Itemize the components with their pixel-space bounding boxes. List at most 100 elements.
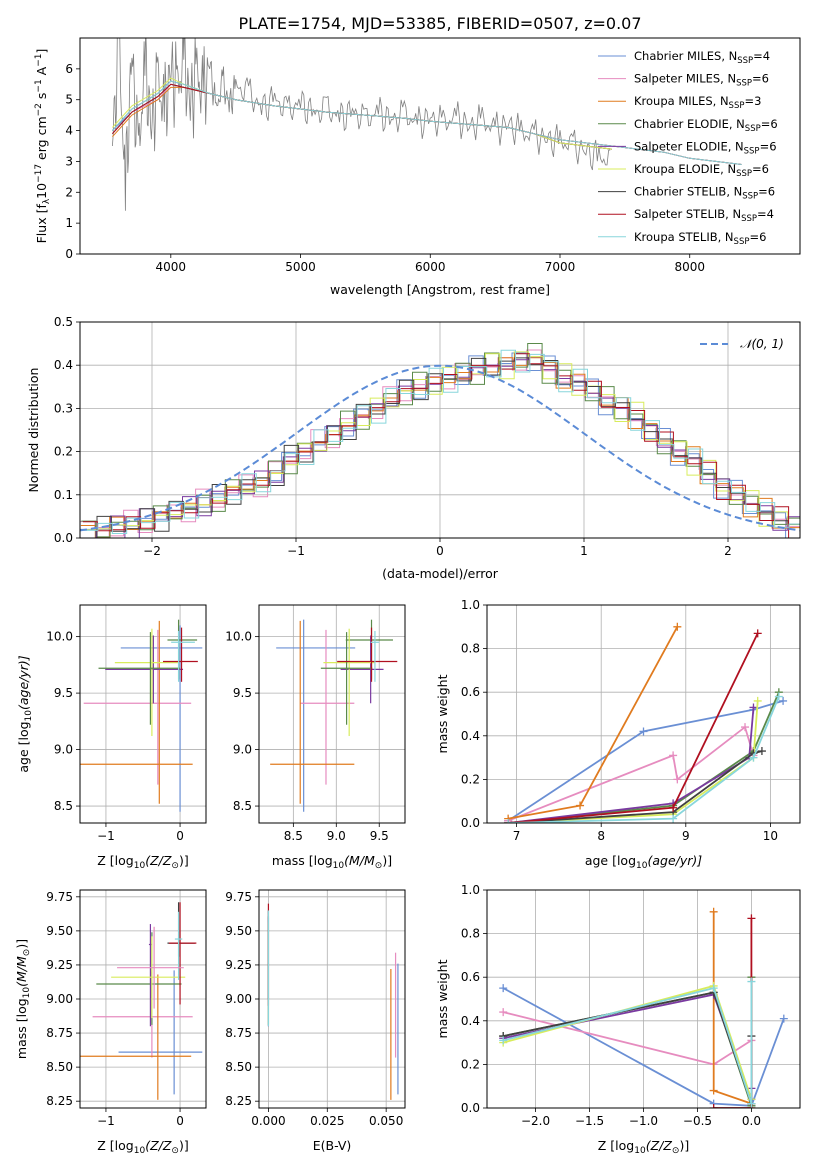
y-tick-label: 9.5 [233,686,252,700]
legend-sub: SSP [745,124,761,134]
x-label-tail: (Z/Z [646,1138,673,1153]
x-label-part: Z [log [97,1138,133,1153]
gaussian-curve [80,364,800,532]
x-label-sub: 10 [636,861,648,871]
errorbar-point [320,632,373,725]
legend-suffix: =6 [761,117,778,131]
x-tick-label: −1 [287,544,305,558]
x-tick-label: 10 [763,829,778,843]
legend-name: Kroupa STELIB, N [634,230,734,244]
y-tick-label: 8.5 [233,799,252,813]
errorbar-point [80,974,192,1100]
weight-marker [669,751,678,760]
legend-entry: Salpeter ELODIE, NSSP=6 [634,139,777,156]
legend-name: Salpeter ELODIE, N [634,139,744,153]
errorbar-point [174,911,183,980]
x-tick-label: −1.0 [629,1114,658,1128]
weight-marker [499,984,508,993]
y-tick-label: 8.25 [46,1094,73,1108]
spectrum-axes: 4000 5000 6000 7000 8000 0 1 2 3 4 5 6 [65,62,705,274]
y-tick-label: 0.5 [54,315,73,329]
age-vs-mass-errorbars [270,619,398,812]
y-tick-label: 4 [65,124,73,138]
age-vs-z-x-axis-label: Z [log10(Z/Z⊙)] [97,853,188,871]
residual-histogram [80,352,800,538]
y-tick-label: 0.0 [461,1101,480,1115]
errorbar-point [300,629,355,785]
weight-line [507,626,679,820]
y-tick-label: 9.75 [46,890,73,904]
errorbar-point [345,619,393,680]
legend-sub: SSP [736,169,752,179]
weight-marker [669,803,678,812]
y-tick-label: 8.75 [46,1026,73,1040]
y-tick-label: 0.1 [54,488,73,502]
y-tick-label: 1 [65,216,73,230]
weight-marker [779,696,788,705]
legend-sub: SSP [741,214,757,224]
y-tick-label: 8.25 [225,1094,252,1108]
x-label-part: mass [log [272,853,333,868]
mass-vs-ebv-axes: 0.000 0.025 0.050 8.25 8.50 8.75 9.00 9.25 9.50 9… [225,890,405,1128]
errorbar-point [171,630,195,682]
legend-suffix: =6 [752,72,769,86]
x-tick-label: 0 [436,544,444,558]
weight-marker [757,747,766,756]
y-tick-label: 0.2 [54,445,73,459]
legend-entry: Chabrier STELIB, NSSP=6 [634,185,775,202]
errorbar-point [105,635,184,704]
legend-name: Chabrier STELIB, N [634,185,742,199]
y-tick-label: 10.0 [46,630,73,644]
y-label-part: Flux [f [34,204,49,244]
weight-marker [709,1104,718,1108]
y-tick-label: 1.0 [461,883,480,897]
observed-spectrum-line [112,38,611,211]
mass-vs-ebv-frame [258,889,406,1109]
x-tick-label: −1 [97,1114,115,1128]
y-tick-label: 9.00 [46,992,73,1006]
legend-entry: Chabrier ELODIE, NSSP=6 [634,117,778,134]
spectrum-x-axis-label-part: wavelength [Angstrom, rest frame] [330,282,550,297]
y-tick-label: 9.0 [233,743,252,757]
x-label-sub: 10 [134,861,146,871]
x-tick-label: 0.000 [251,1114,285,1128]
figure-title: PLATE=1754, MJD=53385, FIBERID=0507, z=0… [238,14,641,33]
x-label-sub: 10 [134,1146,146,1156]
x-tick-label: 0 [176,829,184,843]
gaussian-legend-label: 𝒩(0, 1) [740,337,784,351]
weight-vs-age-frame [486,604,801,824]
errorbar-point [340,635,384,704]
x-tick-label: 0.0 [742,1114,761,1128]
weight-line [508,632,759,823]
legend-suffix: =6 [758,185,775,199]
legend-name: Salpeter STELIB, N [634,207,741,221]
weight-marker [753,629,762,638]
x-tick-label: 0 [176,1114,184,1128]
weight-line [502,981,753,1104]
x-label-tail: (Z/Z [145,1138,172,1153]
x-label-part: Z [log [97,853,133,868]
residuals-frame [79,321,801,539]
y-tick-label: 0 [65,247,73,261]
legend-sub: SSP [736,79,752,89]
x-tick-label: 2 [724,544,732,558]
y-tick-label: 9.25 [46,958,73,972]
errorbar-point [168,902,197,1005]
legend-entry: Salpeter MILES, NSSP=6 [634,72,769,89]
x-tick-label: −1 [97,829,115,843]
weight-vs-z-frame [486,889,801,1109]
mass-vs-z-frame [79,889,207,1109]
y-label-tail: (M/M [14,956,29,987]
age-vs-mass-x-axis-label: mass [log10(M/M⊙)] [272,853,392,871]
y-tick-label: 9.5 [54,686,73,700]
errorbar-point [96,932,182,1025]
mass-vs-ebv-x-axis-label: E(B-V) [313,1138,352,1153]
weight-marker [504,819,513,823]
x-tick-label: 5000 [285,260,316,274]
y-tick-label: 8.75 [225,1026,252,1040]
errorbar-point [337,627,398,682]
weight-line [508,750,763,823]
errorbar-point [370,630,380,682]
y-tick-label: 0.2 [461,1057,480,1071]
